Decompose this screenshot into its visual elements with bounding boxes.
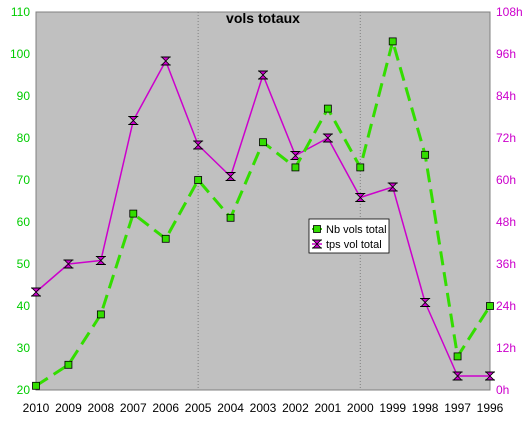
data-point <box>420 298 431 307</box>
data-point <box>452 371 463 381</box>
right-tick-label: 24h <box>496 299 516 313</box>
right-tick-label: 84h <box>496 89 516 103</box>
data-point <box>421 150 430 159</box>
legend-swatch-marker <box>313 225 321 233</box>
x-tick-label: 1998 <box>412 401 439 415</box>
x-axis-ticks: 2010 2009 2008 2007 2006 2005 2004 2003 2002 2001… <box>23 401 504 415</box>
left-tick-label: 110 <box>11 5 30 19</box>
data-point <box>226 213 235 222</box>
data-point <box>95 256 106 265</box>
x-tick-label: 2004 <box>217 401 244 415</box>
right-axis-ticks: 0h 12h 24h 36h 48h 60h 72h 84h 96h 108h <box>496 5 523 397</box>
data-point <box>32 381 40 390</box>
data-point <box>486 302 494 310</box>
left-tick-label: 80 <box>17 131 31 145</box>
data-point <box>161 234 170 243</box>
data-point <box>355 193 366 202</box>
x-tick-label: 1997 <box>444 401 471 415</box>
data-point <box>356 163 365 172</box>
x-tick-label: 2005 <box>185 401 212 415</box>
right-tick-label: 96h <box>496 47 516 61</box>
data-point <box>160 56 171 66</box>
data-point <box>291 163 300 172</box>
data-point <box>225 172 236 181</box>
legend: Nb vols total tps vol total <box>308 218 390 254</box>
data-point <box>63 259 74 269</box>
legend-label: tps vol total <box>326 239 382 251</box>
x-tick-label: 2008 <box>88 401 115 415</box>
x-tick-label: 2009 <box>55 401 82 415</box>
left-axis-ticks: 20 30 40 50 60 70 80 90 100 110 <box>10 5 30 397</box>
chart-title: vols totaux <box>226 10 300 26</box>
right-tick-label: 60h <box>496 173 516 187</box>
x-tick-label: 2006 <box>152 401 179 415</box>
right-tick-label: 108h <box>496 5 523 19</box>
data-point <box>323 104 332 113</box>
right-tick-label: 72h <box>496 131 516 145</box>
data-point <box>31 287 41 297</box>
data-point <box>387 182 398 192</box>
right-tick-label: 0h <box>496 383 509 397</box>
data-point <box>96 310 105 319</box>
data-point <box>322 133 333 143</box>
plot-area <box>35 11 491 391</box>
data-point <box>258 70 268 80</box>
x-tick-label: 2001 <box>315 401 342 415</box>
series-layer <box>31 37 495 390</box>
legend-label: Nb vols total <box>326 224 387 236</box>
x-tick-label: 1999 <box>379 401 406 415</box>
x-tick-label: 2002 <box>282 401 309 415</box>
data-point <box>259 138 267 147</box>
legend-box <box>308 218 390 254</box>
x-tick-label: 2010 <box>23 401 50 415</box>
x-tick-label: 1996 <box>477 401 504 415</box>
x-tick-label: 2003 <box>250 401 277 415</box>
right-tick-label: 48h <box>496 215 516 229</box>
series-nb-vols-total <box>32 37 494 390</box>
x-tick-label: 2007 <box>120 401 147 415</box>
left-tick-label: 60 <box>17 215 31 229</box>
left-tick-label: 40 <box>17 299 31 313</box>
data-point <box>64 360 73 369</box>
data-point <box>193 140 204 150</box>
right-tick-label: 36h <box>496 257 516 271</box>
data-point <box>128 116 139 125</box>
data-point <box>194 176 203 184</box>
left-tick-label: 90 <box>17 89 31 103</box>
x-tick-label: 2000 <box>347 401 374 415</box>
left-tick-label: 20 <box>17 383 31 397</box>
data-point <box>388 37 397 46</box>
legend-swatch-marker <box>312 239 322 249</box>
right-tick-label: 12h <box>496 341 516 355</box>
left-tick-label: 50 <box>17 257 31 271</box>
data-point <box>129 209 138 218</box>
data-point <box>453 352 462 361</box>
left-tick-label: 70 <box>17 173 31 187</box>
left-tick-label: 100 <box>10 47 30 61</box>
left-tick-label: 30 <box>17 341 31 355</box>
data-point <box>485 371 495 381</box>
